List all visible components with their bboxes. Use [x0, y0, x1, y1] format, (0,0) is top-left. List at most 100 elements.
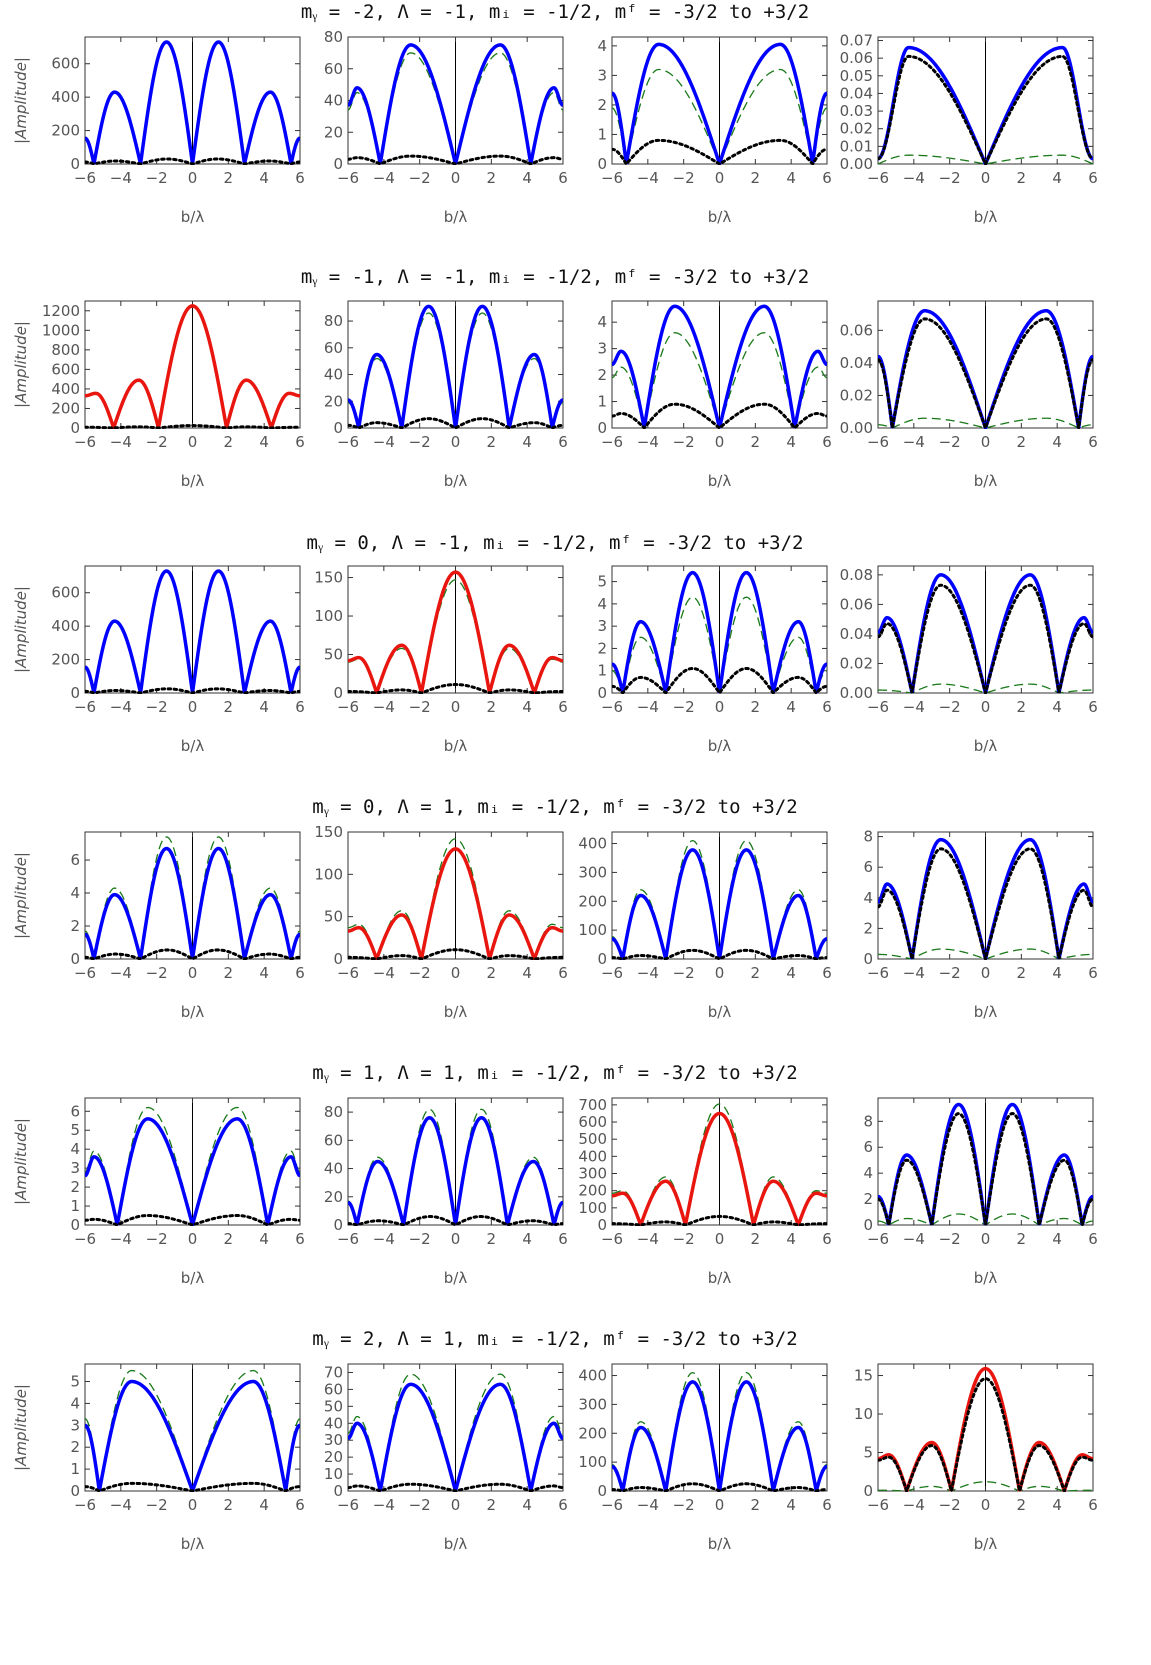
- x-tick-label: −2: [409, 433, 431, 451]
- subplot-r5-c2: 0 100 200 300 400 −6 −4 −2 0 2 4 6 b/λ: [578, 1363, 832, 1553]
- x-tick-label: 4: [786, 964, 796, 982]
- y-tick-label: 60: [324, 1131, 343, 1149]
- x-axis-label: b/λ: [708, 208, 732, 226]
- x-tick-label: 2: [751, 698, 761, 716]
- x-tick-label: −4: [903, 433, 925, 451]
- x-tick-label: 4: [1052, 169, 1062, 187]
- series-dotted-line: [878, 54, 1093, 165]
- y-tick-label: 200: [51, 651, 80, 669]
- y-tick-label: 0: [70, 155, 80, 173]
- series-dotted-line: [612, 666, 827, 694]
- x-tick-label: −4: [637, 698, 659, 716]
- y-tick-label: 150: [314, 569, 343, 587]
- x-tick-label: −6: [601, 964, 623, 982]
- x-tick-label: 0: [715, 1230, 725, 1248]
- x-tick-label: −6: [337, 698, 359, 716]
- y-tick-label: 0: [70, 1482, 80, 1500]
- x-tick-label: 6: [822, 169, 832, 187]
- y-tick-label: 2: [597, 96, 607, 114]
- x-tick-label: 2: [1017, 169, 1027, 187]
- series-dotted-line: [612, 402, 827, 429]
- y-tick-label: 100: [578, 921, 607, 939]
- x-tick-label: 2: [224, 964, 234, 982]
- x-tick-label: 6: [558, 698, 568, 716]
- y-tick-label: 200: [578, 1424, 607, 1442]
- y-tick-label: 4: [863, 1164, 873, 1182]
- x-tick-label: −4: [373, 433, 395, 451]
- x-tick-label: 2: [751, 1230, 761, 1248]
- y-tick-label: 4: [70, 1394, 80, 1412]
- x-tick-label: 6: [558, 1230, 568, 1248]
- x-tick-label: −2: [939, 964, 961, 982]
- x-tick-label: 4: [786, 433, 796, 451]
- x-tick-label: 2: [224, 1496, 234, 1514]
- x-tick-label: −4: [903, 964, 925, 982]
- x-tick-label: −6: [74, 698, 96, 716]
- x-tick-label: 4: [522, 964, 532, 982]
- x-axis-label: b/λ: [444, 208, 468, 226]
- x-tick-label: −2: [146, 433, 168, 451]
- y-tick-label: 2: [70, 1438, 80, 1456]
- y-tick-label: 0: [333, 684, 343, 702]
- y-tick-label: 3: [597, 66, 607, 84]
- x-tick-label: 0: [981, 169, 991, 187]
- x-tick-label: 6: [1088, 964, 1098, 982]
- x-tick-label: −6: [337, 169, 359, 187]
- y-tick-label: 10: [854, 1405, 873, 1423]
- y-tick-label: 100: [314, 865, 343, 883]
- x-axis-label: b/λ: [974, 1003, 998, 1021]
- subplot-r3-c0: 0 2 4 6 −6 −4 −2 0 2 4 6 b/λ |Amplitude|: [12, 831, 305, 1021]
- x-tick-label: 0: [715, 698, 725, 716]
- x-tick-label: 6: [822, 964, 832, 982]
- x-tick-label: 6: [295, 169, 305, 187]
- y-tick-label: 60: [324, 60, 343, 78]
- y-tick-label: 2: [70, 1178, 80, 1196]
- x-tick-label: 6: [558, 1496, 568, 1514]
- y-tick-label: 80: [324, 1103, 343, 1121]
- x-tick-label: −6: [74, 964, 96, 982]
- y-tick-label: 3: [597, 340, 607, 358]
- y-tick-label: 300: [578, 863, 607, 881]
- series-dashed-line: [612, 68, 827, 165]
- x-tick-label: −2: [409, 1496, 431, 1514]
- subplot-r1-c1: 0 20 40 60 80 −6 −4 −2 0 2 4 6 b/λ: [324, 300, 568, 490]
- y-tick-label: 0.02: [840, 386, 873, 404]
- x-axis-label: b/λ: [444, 1003, 468, 1021]
- x-tick-label: 6: [1088, 169, 1098, 187]
- x-tick-label: 4: [1052, 433, 1062, 451]
- x-axis-label: b/λ: [181, 737, 205, 755]
- y-tick-label: 0: [597, 684, 607, 702]
- x-tick-label: −2: [146, 169, 168, 187]
- y-tick-label: 60: [324, 1380, 343, 1398]
- x-tick-label: 4: [1052, 1230, 1062, 1248]
- x-tick-label: −4: [110, 698, 132, 716]
- y-tick-label: 0: [597, 950, 607, 968]
- x-axis-label: b/λ: [444, 737, 468, 755]
- row-title-5: mᵧ = 2, Λ = 1, mᵢ = -1/2, mᶠ = -3/2 to +…: [312, 1328, 797, 1350]
- x-tick-label: 0: [981, 698, 991, 716]
- x-axis-label: b/λ: [708, 1269, 732, 1287]
- y-tick-label: 0: [333, 1482, 343, 1500]
- subplot-r1-c3: 0.00 0.02 0.04 0.06 −6 −4 −2 0 2 4 6 b/λ: [840, 300, 1098, 490]
- x-tick-label: −2: [673, 433, 695, 451]
- series-dotted-line: [612, 138, 827, 165]
- y-tick-label: 0: [70, 419, 80, 437]
- y-tick-label: 0.04: [840, 354, 873, 372]
- x-tick-label: 6: [295, 698, 305, 716]
- y-tick-label: 1: [70, 1197, 80, 1215]
- y-tick-label: 400: [578, 1367, 607, 1385]
- x-tick-label: 6: [295, 433, 305, 451]
- x-tick-label: 4: [1052, 698, 1062, 716]
- x-tick-label: −2: [673, 1230, 695, 1248]
- x-tick-label: 6: [822, 433, 832, 451]
- x-tick-label: 4: [259, 169, 269, 187]
- x-tick-label: −6: [337, 1496, 359, 1514]
- x-tick-label: −6: [601, 433, 623, 451]
- y-tick-label: 0: [863, 950, 873, 968]
- y-tick-label: 1200: [42, 302, 80, 320]
- x-tick-label: −2: [939, 1496, 961, 1514]
- x-tick-label: 4: [522, 169, 532, 187]
- y-tick-label: 4: [70, 1140, 80, 1158]
- x-tick-label: 4: [786, 698, 796, 716]
